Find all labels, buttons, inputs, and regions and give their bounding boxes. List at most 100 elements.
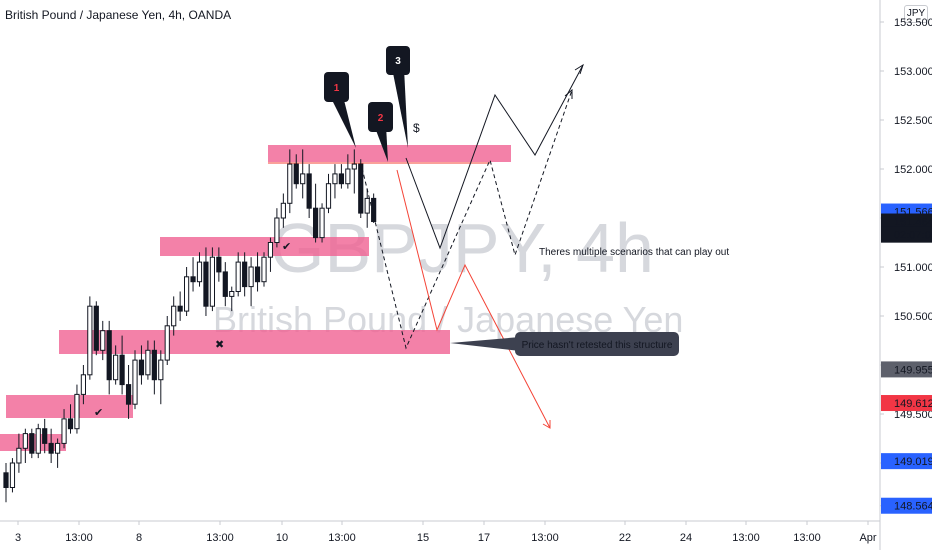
candle-body — [67, 418, 74, 430]
currency-button[interactable]: JPY — [904, 5, 928, 23]
candle — [87, 296, 93, 380]
arrow-head-dashed — [564, 88, 573, 99]
candle-body — [9, 462, 16, 488]
candle — [267, 237, 274, 272]
price-axis[interactable]: 153.500153.000152.500152.000151.500151.0… — [879, 0, 932, 550]
price-tick-label: 152.500 — [894, 115, 932, 127]
marker-1-pointer — [330, 96, 356, 148]
candle-body — [125, 384, 132, 405]
arrow-head-red — [542, 420, 551, 429]
candle-body — [113, 354, 119, 381]
candle — [371, 193, 377, 223]
time-tick-label: 13:00 — [793, 532, 821, 544]
time-tick-label: 10 — [276, 532, 288, 544]
candle — [229, 286, 235, 312]
candle-body — [280, 202, 286, 219]
candle — [158, 350, 164, 405]
price-label-badge — [881, 497, 932, 514]
time-tick-label: 8 — [136, 532, 142, 544]
candle-body — [184, 276, 190, 312]
candle — [3, 463, 9, 503]
marker-3-pointer — [392, 68, 408, 148]
zone-lower — [6, 395, 133, 418]
arrow-head-black — [574, 63, 584, 75]
callout-text: Price hasn't retested this structure — [522, 340, 673, 351]
candle-body — [132, 359, 138, 405]
candle — [254, 252, 261, 292]
candle-body — [242, 261, 248, 288]
candle-body — [216, 256, 222, 273]
candle-body — [55, 442, 61, 454]
candle — [184, 267, 190, 316]
candle-body — [306, 173, 312, 209]
price-label-badge — [881, 226, 932, 243]
candle-body — [42, 428, 48, 444]
candle-body — [287, 163, 293, 204]
time-tick-label: 13:00 — [328, 532, 356, 544]
time-axis[interactable]: 3 13:00 8 13:00 10 13:00 15 17 13:00 22 24 13:00 13:… — [0, 520, 880, 544]
candle — [80, 365, 87, 405]
candle — [113, 345, 119, 385]
candle — [171, 296, 177, 336]
candle-body — [209, 256, 216, 307]
price-tick-label: 149.500 — [894, 409, 932, 421]
candle — [74, 384, 80, 434]
check-mark-upper: ✔ — [282, 241, 291, 253]
candle — [306, 164, 312, 218]
candle — [325, 173, 332, 214]
candle-body — [254, 266, 261, 283]
price-tick-label: 153.000 — [894, 66, 932, 78]
candlestick-series — [3, 149, 377, 503]
candle-body — [364, 197, 370, 214]
candle-body — [158, 359, 164, 381]
cross-mark: ✖ — [215, 339, 224, 351]
candle-body — [325, 183, 332, 209]
candle — [138, 345, 145, 385]
time-tick-label: 13:00 — [531, 532, 559, 544]
marker-3[interactable] — [386, 46, 410, 75]
candle-body — [138, 359, 145, 376]
candle-body — [93, 305, 99, 351]
price-label-text: 148.564 — [894, 501, 932, 513]
price-tick-label: 151.000 — [894, 262, 932, 274]
candle-body — [267, 242, 274, 258]
candle-body — [16, 447, 22, 464]
scenarios-note: Theres multiple scenarios that can play … — [539, 247, 729, 258]
time-tick-label: 3 — [15, 532, 21, 544]
candle-body — [164, 325, 170, 361]
candle — [145, 340, 151, 380]
candle — [280, 193, 286, 228]
candle-body — [261, 256, 267, 283]
candle-body — [151, 349, 157, 381]
candle — [29, 428, 35, 459]
chart-title: British Pound / Japanese Yen, 4h, OANDA — [5, 8, 232, 22]
marker-2[interactable] — [368, 102, 393, 132]
marker-1[interactable] — [324, 72, 349, 102]
candle — [132, 350, 138, 410]
time-tick-label: 15 — [417, 532, 429, 544]
price-label-text: 151.464 — [894, 217, 932, 229]
candle-body — [203, 261, 209, 307]
candle — [274, 208, 280, 248]
candle-body — [371, 197, 377, 223]
time-tick-label: 13:00 — [65, 532, 93, 544]
candle-body — [61, 418, 67, 444]
candle-body — [177, 305, 183, 312]
candle — [119, 335, 125, 395]
price-label-badge — [881, 395, 932, 412]
candle-body — [358, 163, 364, 214]
check-mark-lower: ✔ — [94, 407, 103, 419]
scenario-path-dashed — [361, 89, 573, 350]
price-label-text: 149.019 — [894, 456, 932, 468]
candle — [16, 433, 22, 473]
candle-body — [293, 163, 299, 185]
price-tick-label: 153.500 — [894, 17, 932, 29]
candle — [100, 320, 106, 361]
candle-body — [80, 374, 87, 395]
price-tick-label: 150.500 — [894, 311, 932, 323]
callout-box[interactable] — [515, 332, 679, 356]
candle — [222, 262, 228, 307]
candle — [216, 247, 222, 282]
candle-body — [196, 261, 203, 283]
